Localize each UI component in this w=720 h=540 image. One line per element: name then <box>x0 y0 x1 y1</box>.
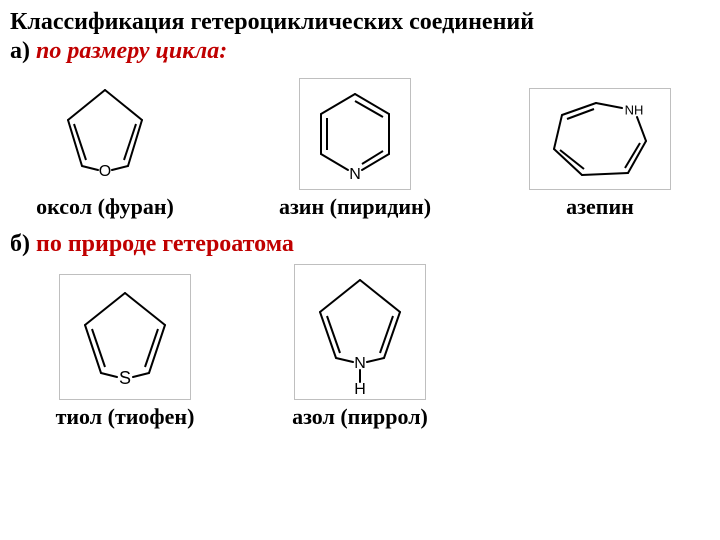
pyrrole-heteroatom: N <box>354 356 366 373</box>
row-by-ring-size: O оксол (фуран) <box>10 74 710 220</box>
label-pyridine: азин (пиридин) <box>279 194 431 220</box>
azepine-heteroatom: NH <box>625 102 644 117</box>
pyridine-heteroatom: N <box>349 166 361 183</box>
cell-furan: O оксол (фуран) <box>10 74 200 220</box>
structure-azepine: NH <box>529 88 671 190</box>
slide-page: Классификация гетероциклических соединен… <box>0 0 720 540</box>
furan-icon: O <box>50 78 160 186</box>
cell-azepine: NH азепин <box>495 88 705 220</box>
structure-pyridine: N <box>299 78 411 190</box>
section-b-prefix: б) <box>10 231 36 257</box>
section-a-prefix: а) <box>10 38 36 64</box>
structure-pyrrole: N H <box>294 264 426 400</box>
row-by-heteroatom: S тиол (тиофен) <box>10 264 710 430</box>
pyrrole-substituent: H <box>354 382 366 397</box>
cell-pyridine: N азин (пиридин) <box>225 78 485 220</box>
label-furan: оксол (фуран) <box>36 194 174 220</box>
section-a-heading: а) по размеру цикла: <box>10 37 710 66</box>
pyridine-icon: N <box>307 84 403 184</box>
section-a-text: по размеру цикла: <box>36 38 227 64</box>
cell-pyrrole: N H азол (пиррол) <box>240 264 480 430</box>
azepine-icon: NH <box>536 93 664 185</box>
structure-furan: O <box>45 74 165 190</box>
structure-thiophene: S <box>59 274 191 400</box>
furan-heteroatom: O <box>99 163 111 180</box>
label-azepine: азепин <box>566 194 634 220</box>
thiophene-icon: S <box>65 279 185 395</box>
pyrrole-icon: N H <box>300 268 420 396</box>
cell-thiophene: S тиол (тиофен) <box>10 274 240 430</box>
label-thiophene: тиол (тиофен) <box>56 404 195 430</box>
label-pyrrole: азол (пиррол) <box>292 404 428 430</box>
thiophene-heteroatom: S <box>119 368 131 388</box>
page-title: Классификация гетероциклических соединен… <box>10 8 710 37</box>
section-b-heading: б) по природе гетероатома <box>10 230 710 259</box>
section-b-text: по природе гетероатома <box>36 231 294 257</box>
